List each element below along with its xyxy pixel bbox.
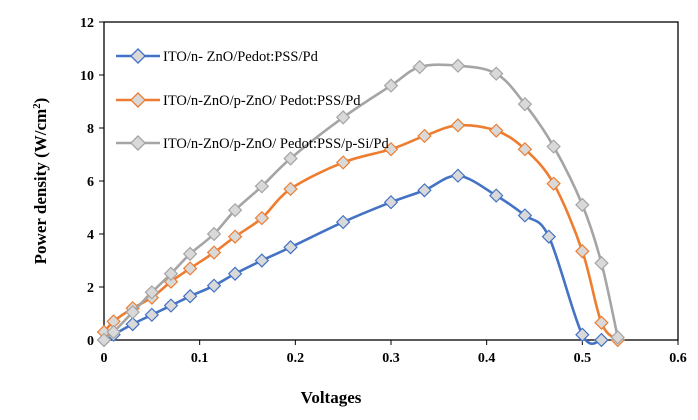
data-point-marker — [335, 155, 351, 170]
data-point-marker — [182, 261, 198, 276]
data-point-marker — [575, 327, 590, 342]
y-tick-label: 8 — [87, 122, 94, 137]
x-tick-label: 0 — [101, 351, 108, 366]
y-tick-label: 6 — [87, 175, 94, 190]
data-point-marker — [489, 66, 504, 81]
data-point-marker — [96, 324, 112, 340]
legend: ITO/n- ZnO/Pedot:PSS/Pd ITO/n-ZnO/p-ZnO/… — [116, 48, 389, 152]
x-tick-label: 0.1 — [191, 351, 209, 366]
y-tick-label: 0 — [87, 334, 94, 349]
data-point-marker — [206, 278, 222, 293]
y-axis-title: Power density (W/cm2) — [31, 98, 50, 265]
x-tick-label: 0.5 — [574, 351, 592, 366]
legend-marker-1 — [130, 48, 146, 64]
data-point-marker — [106, 324, 121, 340]
x-axis-title: Voltages — [301, 388, 362, 407]
data-point-marker — [227, 229, 243, 244]
data-point-marker — [610, 330, 625, 345]
data-point-marker — [450, 58, 466, 73]
data-point-marker — [594, 255, 609, 271]
y-axis-ticks: 0 2 4 6 8 10 12 — [80, 16, 104, 349]
series-line — [103, 174, 602, 346]
data-point-marker — [489, 123, 504, 138]
data-point-marker — [517, 96, 533, 112]
legend-marker-2 — [130, 92, 146, 108]
x-tick-label: 0.2 — [287, 351, 305, 366]
data-point-marker — [96, 332, 112, 348]
data-point-marker — [450, 168, 466, 183]
data-point-marker — [144, 307, 160, 323]
data-point-marker — [206, 226, 222, 242]
y-tick-label: 10 — [80, 69, 94, 84]
data-point-marker — [254, 253, 270, 268]
legend-label-1: ITO/n- ZnO/Pedot:PSS/Pd — [163, 49, 319, 65]
data-point-marker — [541, 229, 557, 244]
data-point-marker — [546, 139, 561, 154]
data-point-marker — [335, 110, 351, 125]
x-axis-ticks: 0 0.1 0.2 0.3 0.4 0.5 0.6 — [101, 340, 687, 366]
x-tick-label: 0.6 — [669, 351, 687, 366]
data-point-marker — [383, 194, 399, 210]
y-tick-label: 12 — [80, 16, 94, 31]
series-3 — [96, 58, 625, 348]
data-point-marker — [227, 266, 243, 281]
data-point-marker — [254, 179, 270, 194]
x-tick-label: 0.4 — [478, 351, 496, 366]
data-point-marker — [417, 183, 432, 198]
data-point-marker — [489, 188, 504, 203]
data-point-marker — [283, 240, 298, 255]
data-point-marker — [575, 244, 590, 259]
series-group — [96, 58, 625, 348]
legend-label-2: ITO/n-ZnO/p-ZnO/ Pedot:PSS/Pd — [163, 93, 361, 109]
legend-marker-3 — [130, 135, 146, 151]
series-1 — [96, 168, 609, 348]
data-point-marker — [254, 210, 270, 226]
y-tick-label: 2 — [87, 281, 94, 296]
y-axis-title-superscript: 2 — [31, 103, 43, 109]
data-point-marker — [283, 151, 298, 166]
data-point-marker — [517, 208, 533, 223]
data-point-marker — [417, 128, 432, 144]
series-line — [103, 123, 619, 342]
data-point-marker — [283, 181, 298, 197]
data-point-marker — [144, 285, 160, 300]
data-point-marker — [125, 316, 140, 332]
series-2 — [96, 118, 625, 348]
y-tick-label: 4 — [87, 228, 94, 243]
y-axis-title-close: ) — [31, 98, 50, 104]
data-point-marker — [594, 332, 609, 348]
data-point-marker — [125, 304, 140, 320]
data-point-marker — [546, 176, 561, 191]
data-point-marker — [106, 314, 121, 329]
data-point-marker — [163, 266, 179, 281]
data-point-marker — [182, 246, 198, 262]
legend-label-3: ITO/n-ZnO/p-ZnO/ Pedot:PSS/p-Si/Pd — [163, 136, 389, 152]
data-point-marker — [163, 298, 179, 313]
data-point-marker — [517, 141, 533, 157]
x-tick-label: 0.3 — [382, 351, 400, 366]
data-point-marker — [575, 197, 590, 213]
data-point-marker — [206, 245, 222, 260]
data-point-marker — [335, 214, 351, 230]
data-point-marker — [227, 202, 243, 218]
y-axis-title-main: Power density (W/cm — [31, 109, 50, 265]
data-point-marker — [182, 289, 198, 304]
data-point-marker — [412, 59, 427, 75]
data-point-marker — [383, 78, 399, 93]
data-point-marker — [383, 141, 399, 157]
data-point-marker — [594, 315, 609, 330]
data-point-marker — [450, 118, 466, 133]
